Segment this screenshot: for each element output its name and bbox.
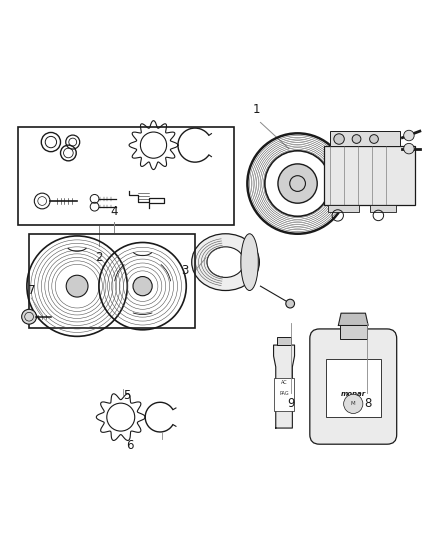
Circle shape	[344, 394, 363, 414]
Text: 6: 6	[126, 439, 133, 452]
Text: AC: AC	[281, 381, 287, 385]
Text: PAG: PAG	[279, 391, 289, 397]
Bar	[18, 127, 234, 225]
Bar	[277, 337, 291, 345]
Bar	[370, 205, 396, 212]
Bar	[330, 131, 400, 147]
Bar	[29, 234, 195, 328]
Text: M: M	[351, 401, 356, 406]
Circle shape	[334, 134, 344, 144]
Text: 1: 1	[252, 103, 260, 116]
Ellipse shape	[241, 234, 258, 290]
Text: 8: 8	[364, 398, 371, 410]
Ellipse shape	[207, 247, 244, 277]
Text: 3: 3	[181, 264, 188, 277]
Circle shape	[404, 130, 414, 141]
Bar	[328, 205, 359, 212]
Text: 9: 9	[287, 398, 295, 410]
Circle shape	[133, 277, 152, 296]
Bar	[324, 147, 416, 205]
Text: 2: 2	[95, 251, 102, 264]
Ellipse shape	[192, 234, 259, 290]
Circle shape	[352, 135, 361, 143]
Text: mopar: mopar	[341, 391, 366, 397]
Polygon shape	[339, 313, 368, 326]
Circle shape	[21, 309, 36, 324]
Bar	[340, 326, 367, 338]
Bar	[275, 378, 293, 410]
Circle shape	[286, 299, 294, 308]
Circle shape	[370, 135, 378, 143]
Text: 4: 4	[110, 206, 118, 219]
Text: 5: 5	[124, 389, 131, 402]
Circle shape	[404, 143, 414, 154]
FancyBboxPatch shape	[310, 329, 397, 444]
Polygon shape	[274, 345, 294, 428]
Circle shape	[278, 164, 317, 203]
Circle shape	[66, 275, 88, 297]
Text: 7: 7	[28, 284, 35, 297]
Bar	[326, 359, 381, 417]
